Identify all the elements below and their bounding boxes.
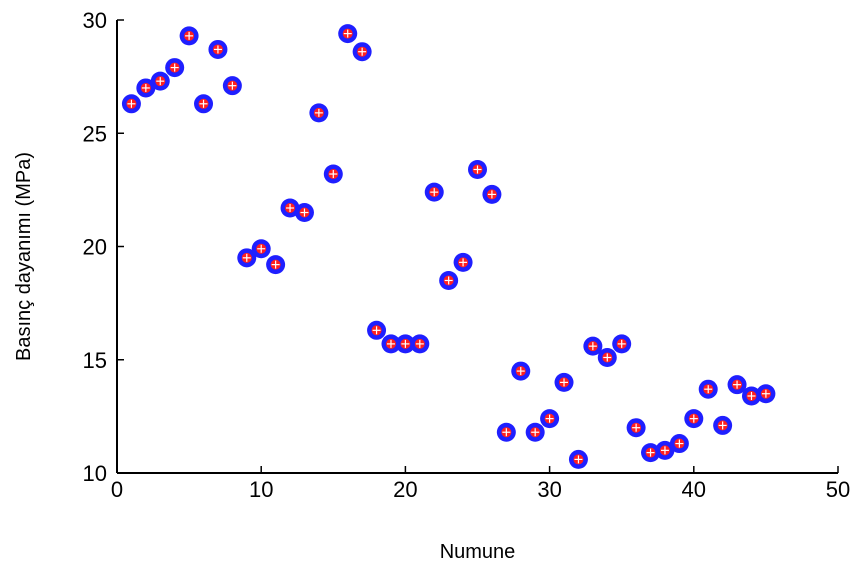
data-point — [352, 42, 372, 62]
data-point — [741, 386, 761, 406]
data-point — [424, 182, 444, 202]
x-tick-label: 20 — [393, 477, 417, 502]
data-point — [641, 443, 661, 463]
data-point — [280, 198, 300, 218]
data-point — [540, 409, 560, 429]
data-point — [251, 239, 271, 259]
data-point — [179, 26, 199, 46]
y-tick-label: 15 — [83, 348, 107, 373]
data-point — [439, 270, 459, 290]
data-point — [136, 78, 156, 98]
data-point — [496, 422, 516, 442]
data-point — [568, 449, 588, 469]
data-point — [323, 164, 343, 184]
y-tick-label: 25 — [83, 121, 107, 146]
data-point — [338, 24, 358, 44]
data-point — [410, 334, 430, 354]
data-point — [395, 334, 415, 354]
data-point — [208, 39, 228, 59]
data-point — [381, 334, 401, 354]
data-point — [669, 434, 689, 454]
data-point — [237, 248, 257, 268]
x-tick-label: 10 — [249, 477, 273, 502]
data-point — [727, 375, 747, 395]
x-tick-label: 40 — [682, 477, 706, 502]
data-point — [121, 94, 141, 114]
data-point — [150, 71, 170, 91]
data-point — [597, 347, 617, 367]
x-tick-label: 0 — [111, 477, 123, 502]
data-point — [626, 418, 646, 438]
data-point — [468, 159, 487, 179]
data-point — [367, 320, 387, 340]
data-point — [194, 94, 214, 114]
data-point — [583, 336, 603, 356]
data-point — [165, 58, 185, 78]
x-axis-title: Numune — [440, 541, 516, 563]
data-point — [684, 409, 704, 429]
y-tick-label: 20 — [83, 235, 107, 260]
data-point — [511, 361, 531, 381]
data-point — [713, 415, 733, 435]
y-axis-title: Basınç dayanımı (MPa) — [13, 152, 35, 361]
y-ticks: 10 15 20 25 30 — [83, 8, 124, 486]
data-point — [756, 384, 776, 404]
data-point — [655, 440, 675, 460]
x-ticks: 0 10 20 30 40 50 — [111, 466, 850, 502]
data-point — [612, 334, 632, 354]
y-tick-label: 30 — [83, 8, 107, 33]
x-tick-label: 30 — [537, 477, 561, 502]
data-point — [525, 422, 545, 442]
data-point — [554, 372, 574, 392]
data-point — [482, 184, 502, 204]
data-point — [294, 203, 314, 223]
data-markers — [121, 24, 776, 469]
data-point — [266, 255, 286, 275]
data-point — [698, 379, 718, 399]
data-point — [453, 252, 473, 272]
data-point — [309, 103, 329, 123]
x-tick-label: 50 — [826, 477, 850, 502]
data-point — [222, 76, 242, 96]
y-tick-label: 10 — [83, 461, 107, 486]
